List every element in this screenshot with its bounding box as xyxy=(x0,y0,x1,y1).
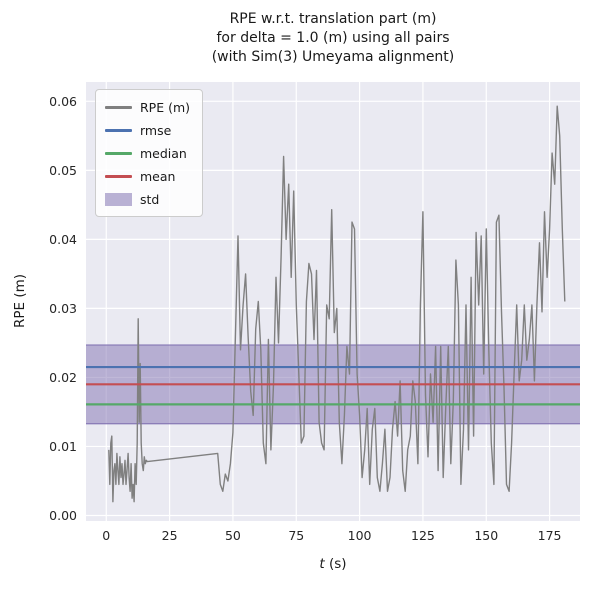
chart-title-line-1: RPE w.r.t. translation part (m) xyxy=(229,11,437,27)
legend-label-mean: mean xyxy=(140,168,176,184)
y-axis-label: RPE (m) xyxy=(12,273,28,329)
median-swatch-icon xyxy=(105,151,132,155)
rpe-m-swatch-icon xyxy=(105,105,132,109)
x-tick-label: 125 xyxy=(411,528,435,543)
mean-swatch-icon xyxy=(105,174,132,178)
legend-label-rpe-m: RPE (m) xyxy=(140,99,191,115)
legend-entry-rmse: rmse xyxy=(105,121,190,139)
legend-label-std: std xyxy=(140,191,160,207)
x-axis-label-var: t xyxy=(319,556,325,572)
chart-title: RPE w.r.t. translation part (m) for delt… xyxy=(86,10,580,67)
x-tick-label: 150 xyxy=(474,528,498,543)
rmse-swatch-icon xyxy=(105,128,132,132)
y-tick-label: 0.04 xyxy=(49,232,77,247)
x-tick-label: 25 xyxy=(162,528,178,543)
chart-title-line-3: (with Sim(3) Umeyama alignment) xyxy=(211,49,455,65)
chart-title-line-2: for delta = 1.0 (m) using all pairs xyxy=(216,30,450,46)
y-tick-label: 0.06 xyxy=(49,94,77,109)
y-tick-label: 0.05 xyxy=(49,163,77,178)
x-tick-label: 175 xyxy=(538,528,562,543)
std-swatch-icon xyxy=(105,192,132,206)
x-axis-label: t (s) xyxy=(86,556,580,572)
legend-label-rmse: rmse xyxy=(140,122,172,138)
rpe-line xyxy=(108,105,566,503)
legend-entry-rpe-m: RPE (m) xyxy=(105,98,190,116)
legend-entry-mean: mean xyxy=(105,167,190,185)
y-tick-label: 0.02 xyxy=(49,370,77,385)
y-tick-label: 0.03 xyxy=(49,301,77,316)
legend-entry-std: std xyxy=(105,190,190,208)
legend-entry-median: median xyxy=(105,144,190,162)
x-tick-label: 0 xyxy=(102,528,110,543)
x-tick-label: 75 xyxy=(288,528,304,543)
y-tick-label: 0.01 xyxy=(49,439,77,454)
legend: RPE (m) rmse median mean std xyxy=(95,89,204,217)
y-tick-label: 0.00 xyxy=(49,508,77,523)
x-tick-label: 50 xyxy=(225,528,241,543)
x-tick-label: 100 xyxy=(348,528,372,543)
x-axis-label-unit: (s) xyxy=(324,556,347,572)
legend-label-median: median xyxy=(140,145,187,161)
